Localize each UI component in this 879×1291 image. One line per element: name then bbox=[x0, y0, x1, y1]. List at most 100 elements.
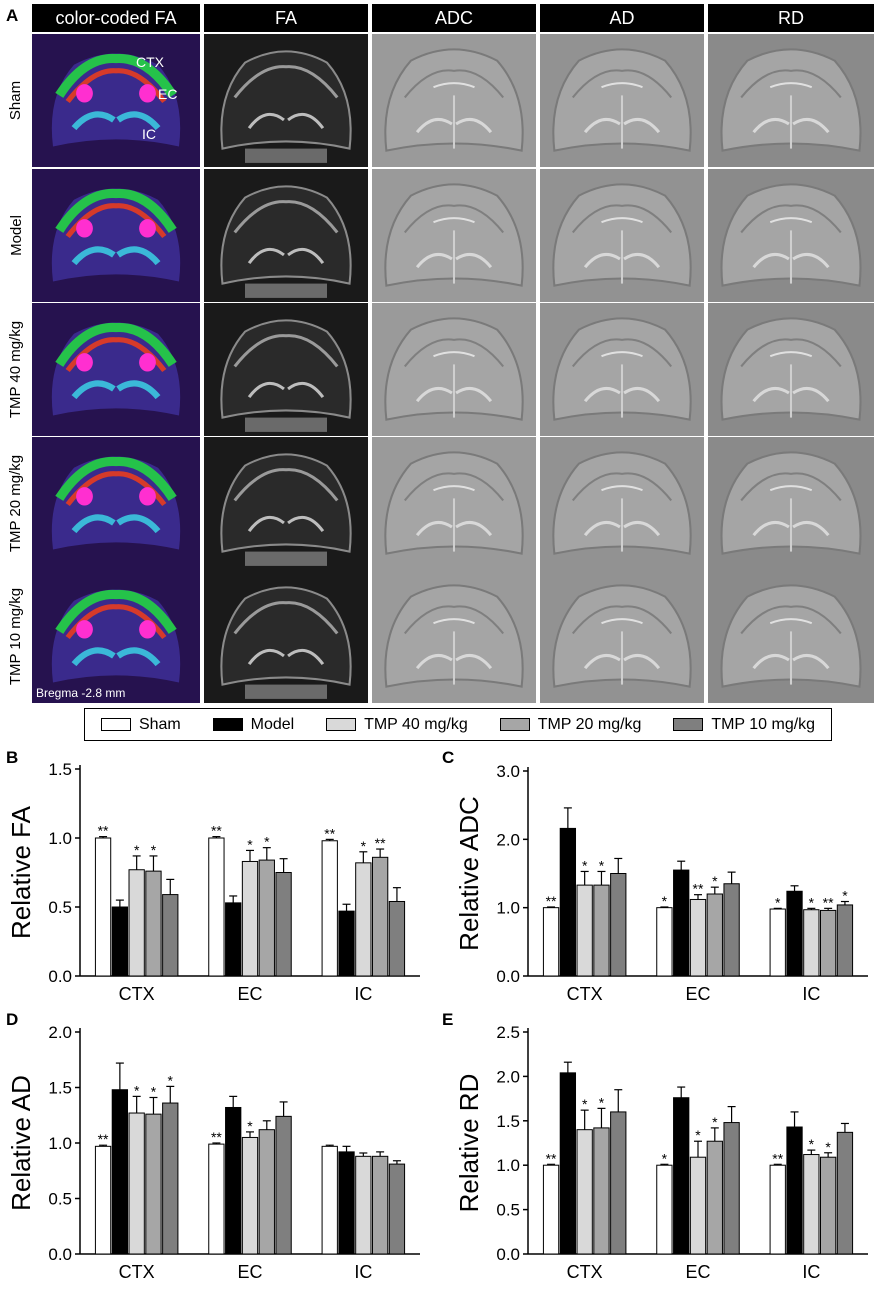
legend-item-tmp-20-mg-kg: TMP 20 mg/kg bbox=[499, 716, 641, 734]
y-tick-label: 1.0 bbox=[48, 829, 72, 848]
bar-tmp-10-mg-kg-ctx bbox=[162, 894, 179, 977]
significance-mark: * bbox=[809, 894, 815, 910]
bar-model-ic bbox=[786, 1126, 803, 1255]
category-label-ec: EC bbox=[237, 1262, 262, 1282]
y-tick-label: 2.0 bbox=[48, 1023, 72, 1042]
bar-sham-ctx bbox=[542, 907, 560, 977]
legend-label: TMP 10 mg/kg bbox=[711, 715, 816, 733]
bar-tmp-10-mg-kg-ic bbox=[388, 900, 406, 977]
legend-label: TMP 40 mg/kg bbox=[364, 715, 468, 733]
row-label-tmp-20-mg-kg: TMP 20 mg/kg bbox=[0, 437, 32, 570]
legend-swatch bbox=[499, 718, 530, 731]
bar-model-ic bbox=[786, 890, 803, 977]
significance-mark: ** bbox=[211, 823, 222, 839]
y-tick-label: 0.5 bbox=[48, 1190, 72, 1209]
brain-image-adc-model bbox=[372, 169, 536, 302]
brain-image-fa-sham bbox=[204, 34, 368, 167]
bar-tmp-40-mg-kg-ec bbox=[689, 898, 707, 977]
brain-image-ad-model bbox=[540, 169, 704, 302]
significance-mark: ** bbox=[211, 1129, 222, 1145]
chart-relative-fa: 0.0 0.5 1.0 1.5 Relative FA ** * * ** * * ** * ** CTX E… bbox=[0, 745, 436, 1005]
bar-tmp-10-mg-kg-ic bbox=[836, 1131, 854, 1255]
significance-mark: * bbox=[247, 1118, 253, 1134]
bar-sham-ec bbox=[656, 1164, 673, 1255]
bar-tmp-20-mg-kg-ctx bbox=[593, 884, 610, 977]
bar-sham-ic bbox=[769, 1164, 786, 1255]
bar-tmp-10-mg-kg-ctx bbox=[610, 873, 627, 977]
bar-model-ctx bbox=[559, 1072, 577, 1255]
row-label-text: Model bbox=[7, 215, 25, 256]
category-label-ic: IC bbox=[354, 984, 372, 1004]
y-tick-label: 0.5 bbox=[48, 898, 72, 917]
y-tick-label: 1.5 bbox=[48, 1079, 72, 1098]
legend-swatch bbox=[100, 718, 131, 731]
bar-sham-ec bbox=[208, 837, 225, 977]
bar-tmp-10-mg-kg-ec bbox=[275, 872, 292, 977]
bar-tmp-40-mg-kg-ctx bbox=[576, 1129, 593, 1255]
region-label-ctx: CTX bbox=[136, 54, 164, 70]
region-label-ec: EC bbox=[158, 86, 178, 102]
bars: *** ***** bbox=[94, 1062, 406, 1255]
bregma-label: Bregma -2.8 mm bbox=[36, 686, 126, 700]
y-tick-label: 2.0 bbox=[496, 830, 520, 849]
significance-mark: * bbox=[264, 834, 270, 850]
significance-mark: * bbox=[775, 894, 781, 910]
legend-swatch bbox=[326, 718, 357, 731]
y-tick-label: 1.0 bbox=[496, 899, 520, 918]
significance-mark: ** bbox=[772, 1150, 783, 1166]
bar-model-ec bbox=[673, 1097, 690, 1255]
row-label-text: TMP 20 mg/kg bbox=[7, 454, 25, 553]
legend-item-tmp-10-mg-kg: TMP 10 mg/kg bbox=[673, 716, 815, 734]
bar-tmp-20-mg-kg-ic bbox=[819, 1156, 837, 1255]
category-label-ic: IC bbox=[354, 1262, 372, 1282]
bar-model-ic bbox=[338, 910, 355, 977]
bar-sham-ic bbox=[321, 1145, 338, 1255]
y-axis-label: Relative ADC bbox=[454, 796, 484, 951]
y-tick-label: 3.0 bbox=[496, 762, 520, 781]
bar-tmp-20-mg-kg-ec bbox=[258, 859, 275, 977]
y-axis-label: Relative AD bbox=[6, 1075, 36, 1211]
bar-tmp-40-mg-kg-ic bbox=[803, 1154, 820, 1255]
bar-tmp-10-mg-kg-ec bbox=[723, 883, 740, 977]
significance-mark: ** bbox=[546, 893, 557, 909]
column-header-adc: ADC bbox=[372, 4, 536, 32]
significance-mark: ** bbox=[98, 1131, 109, 1147]
brain-image-color-coded-fa-sham bbox=[32, 34, 200, 167]
bar-tmp-40-mg-kg-ic bbox=[803, 909, 820, 977]
y-tick-label: 1.5 bbox=[48, 760, 72, 779]
row-label-model: Model bbox=[0, 169, 32, 302]
bar-tmp-20-mg-kg-ec bbox=[706, 893, 723, 977]
bar-tmp-20-mg-kg-ec bbox=[258, 1129, 275, 1255]
brain-image-color-coded-fa-tmp-40-mg-kg bbox=[32, 303, 200, 436]
legend-swatch bbox=[212, 718, 243, 731]
panel-letter-a: A bbox=[6, 6, 19, 25]
category-label-ec: EC bbox=[237, 984, 262, 1004]
bar-tmp-10-mg-kg-ec bbox=[275, 1115, 292, 1255]
bar-sham-ctx bbox=[94, 1145, 112, 1255]
bar-tmp-40-mg-kg-ic bbox=[355, 862, 372, 977]
significance-mark: ** bbox=[546, 1150, 557, 1166]
bar-tmp-10-mg-kg-ctx bbox=[610, 1111, 627, 1255]
bar-tmp-20-mg-kg-ic bbox=[371, 856, 389, 977]
y-tick-label: 1.0 bbox=[496, 1156, 520, 1175]
significance-mark: * bbox=[151, 842, 157, 858]
brain-image-rd-tmp-40-mg-kg bbox=[708, 303, 874, 436]
column-header-rd: RD bbox=[708, 4, 874, 32]
legend-item-model: Model bbox=[212, 716, 294, 734]
y-axis-label: Relative FA bbox=[6, 805, 36, 939]
category-label-ic: IC bbox=[802, 1262, 820, 1282]
bar-sham-ctx bbox=[94, 837, 112, 977]
y-tick-label: 0.0 bbox=[48, 1245, 72, 1264]
bar-tmp-20-mg-kg-ctx bbox=[145, 1113, 162, 1255]
bars: *** ******* * bbox=[542, 1061, 854, 1255]
significance-mark: * bbox=[712, 873, 718, 889]
brain-image-adc-tmp-20-mg-kg bbox=[372, 437, 536, 570]
bar-tmp-20-mg-kg-ec bbox=[706, 1140, 723, 1255]
bar-model-ec bbox=[225, 1106, 242, 1255]
y-tick-label: 1.5 bbox=[496, 1112, 520, 1131]
bar-sham-ec bbox=[656, 907, 673, 977]
bar-sham-ctx bbox=[542, 1164, 560, 1255]
significance-mark: * bbox=[695, 1127, 701, 1143]
row-label-text: TMP 10 mg/kg bbox=[7, 587, 25, 686]
brain-image-ad-tmp-10-mg-kg bbox=[540, 570, 704, 703]
